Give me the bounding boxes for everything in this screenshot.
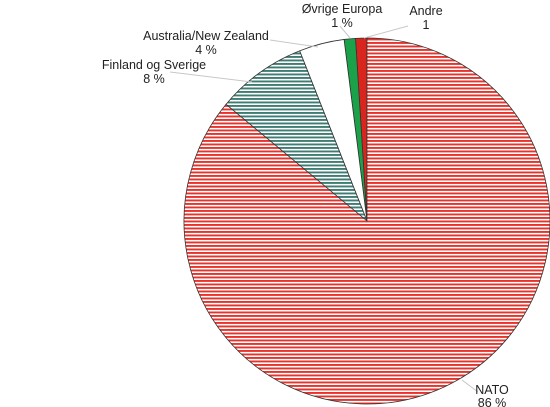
slice-value-nato: 86 % xyxy=(478,396,507,407)
leader-line-nato xyxy=(461,379,479,393)
slice-value-australia-nz: 4 % xyxy=(195,43,217,57)
slice-label-andre: Andre xyxy=(409,4,442,18)
slice-value-andre: 1 xyxy=(423,18,430,32)
leader-line-finland-sverige xyxy=(169,71,253,83)
slice-value-ovrige-europa: 1 % xyxy=(331,16,353,30)
slice-value-finland-sverige: 8 % xyxy=(143,72,165,86)
pie-slice-finland-sverige xyxy=(225,50,368,222)
leader-line-andre xyxy=(363,25,409,39)
slice-label-finland-sverige: Finland og Sverige xyxy=(102,58,206,72)
leader-line-australia-nz xyxy=(269,39,319,48)
pie-slice-nato xyxy=(183,37,550,405)
leader-line-ovrige-europa xyxy=(339,25,351,39)
slice-label-ovrige-europa: Øvrige Europa xyxy=(302,2,383,16)
slice-label-australia-nz: Australia/New Zealand xyxy=(143,29,269,43)
slice-label-nato: NATO xyxy=(475,383,509,397)
